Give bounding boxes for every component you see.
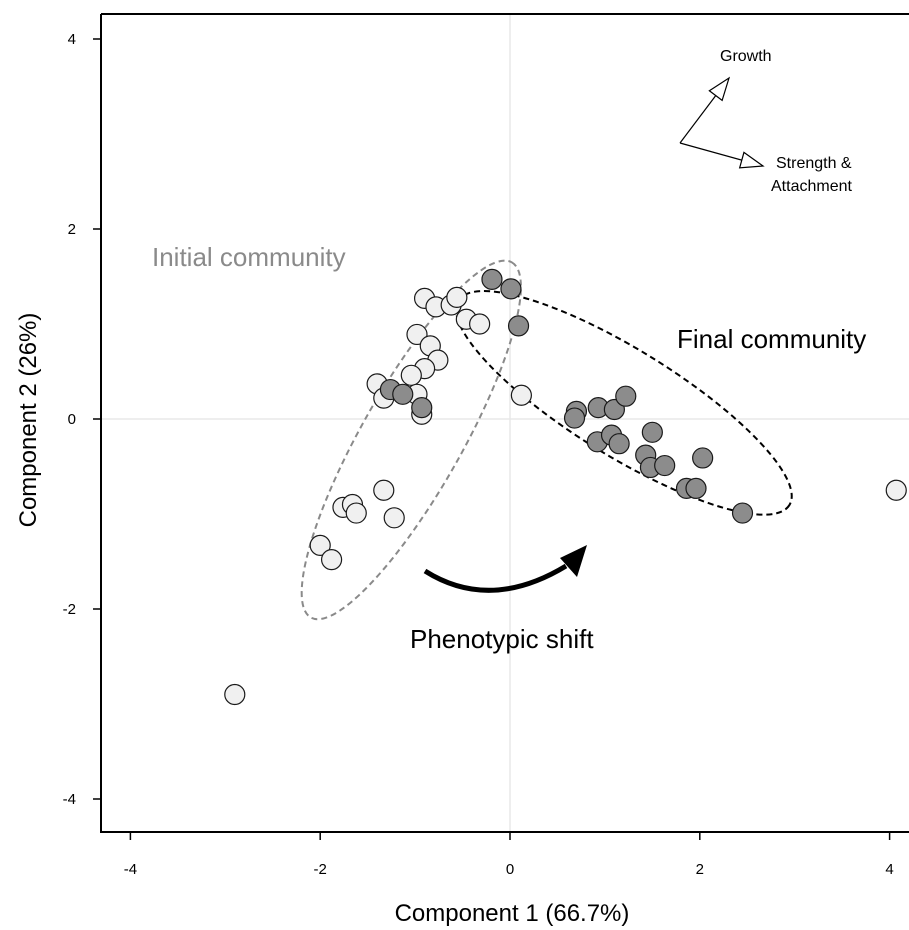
data-points xyxy=(224,268,907,706)
y-tick-label: 4 xyxy=(68,31,76,48)
y-tick-label: 2 xyxy=(68,221,76,238)
x-tick-label: 2 xyxy=(696,861,704,878)
x-tick-label: 4 xyxy=(885,861,893,878)
axis-ticks: -4 -2 0 2 4 -4 -2 0 2 4 xyxy=(63,31,894,878)
y-tick-label: -4 xyxy=(63,791,76,808)
phenotypic-shift-arrowhead xyxy=(560,545,587,577)
final-point xyxy=(392,383,414,405)
vector-strength-attachment xyxy=(679,142,765,169)
final-point xyxy=(507,315,530,337)
y-tick-label: 0 xyxy=(68,411,76,428)
ellipses xyxy=(300,259,793,621)
phenotypic-shift-label: Phenotypic shift xyxy=(410,624,594,654)
initial-point xyxy=(320,548,343,571)
final-point xyxy=(563,407,586,429)
initial-point xyxy=(224,683,246,706)
y-axis-title: Component 2 (26%) xyxy=(15,313,42,528)
phenotypic-shift-arrow xyxy=(423,563,568,593)
final-point xyxy=(608,433,630,455)
initial-community-label: Initial community xyxy=(152,242,346,272)
zero-lines xyxy=(101,14,909,832)
final-point xyxy=(481,268,503,290)
y-tick-label: -2 xyxy=(63,601,76,618)
initial-point xyxy=(400,364,422,386)
final-point xyxy=(731,502,754,524)
final-point xyxy=(692,447,714,469)
final-point xyxy=(411,397,433,419)
initial-point xyxy=(383,507,405,529)
initial-point xyxy=(885,479,907,501)
initial-community-ellipse xyxy=(300,259,522,621)
initial-point xyxy=(446,286,468,308)
final-point xyxy=(615,385,637,407)
final-point xyxy=(685,477,707,499)
final-community-label: Final community xyxy=(677,324,866,354)
vector-label-attachment: Attachment xyxy=(771,178,852,195)
x-tick-label: -4 xyxy=(124,861,137,878)
initial-point xyxy=(469,313,491,335)
x-axis-title: Component 1 (66.7%) xyxy=(395,900,630,927)
final-point xyxy=(641,421,663,443)
vector-growth xyxy=(679,76,731,144)
vector-label-strength: Strength & xyxy=(776,155,852,172)
initial-point xyxy=(510,384,532,406)
final-point xyxy=(500,278,522,300)
initial-point xyxy=(309,534,331,556)
x-tick-label: -2 xyxy=(314,861,327,878)
axes-frame xyxy=(100,14,909,833)
x-tick-label: 0 xyxy=(506,861,514,878)
initial-point xyxy=(373,479,395,501)
final-point xyxy=(654,454,676,477)
initial-point xyxy=(345,502,367,524)
vector-label-growth: Growth xyxy=(720,48,772,65)
